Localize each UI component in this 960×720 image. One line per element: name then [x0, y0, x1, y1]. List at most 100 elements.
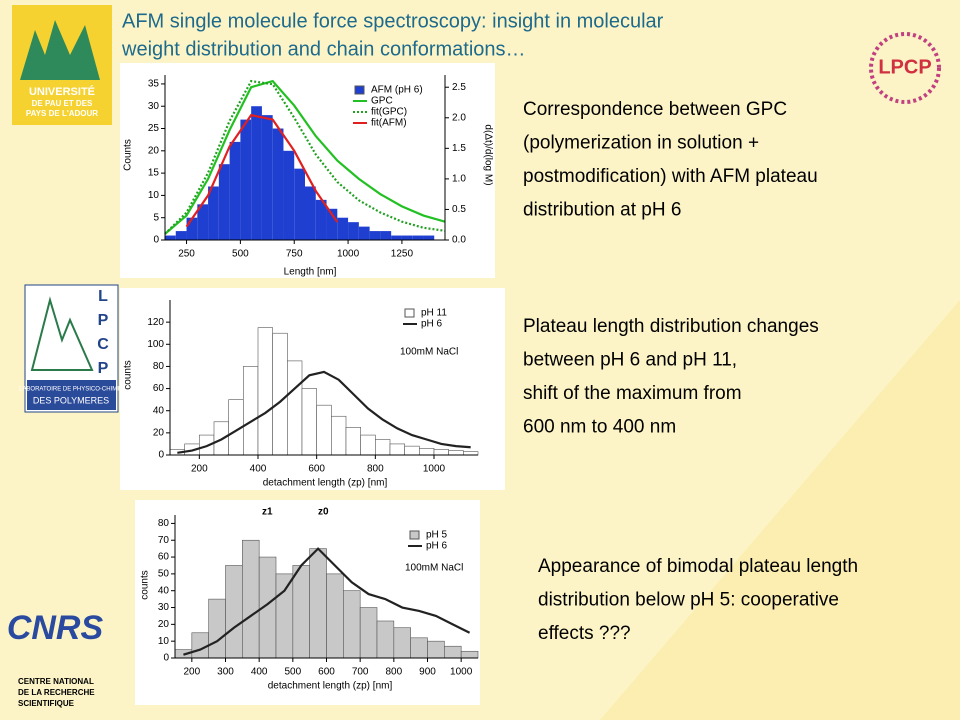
y-tick-label: 10 — [158, 636, 170, 647]
histogram-bar — [225, 565, 243, 659]
x-tick-label: 1000 — [423, 464, 446, 475]
histogram-bar — [410, 637, 428, 659]
y2-tick-label: 0.0 — [452, 235, 466, 246]
histogram-bar — [380, 231, 392, 240]
y2-tick-label: 1.5 — [452, 143, 466, 154]
histogram-bar — [301, 388, 317, 456]
x-tick-label: 1000 — [337, 249, 360, 260]
histogram-bar — [433, 449, 449, 456]
series-line — [183, 547, 471, 656]
y-tick-label: 60 — [158, 552, 170, 563]
histogram-bar — [305, 186, 316, 240]
histogram-bar — [229, 141, 241, 240]
x-tick-label: 200 — [191, 464, 208, 475]
x-axis-label: detachment length (zp) [nm] — [268, 681, 393, 692]
y-tick-label: 20 — [158, 619, 170, 630]
histogram-bar — [369, 231, 381, 240]
lpcp-logo: LPCP — [869, 32, 941, 104]
paragraph-line: Correspondence between GPC — [523, 99, 787, 120]
x-tick-label: 300 — [217, 667, 234, 678]
x-axis-label: Length [nm] — [284, 267, 337, 278]
bg-stripes — [600, 300, 960, 720]
y-tick-label: 80 — [158, 518, 170, 529]
x-tick-label: 900 — [419, 667, 436, 678]
y2-tick-label: 1.0 — [452, 174, 466, 185]
annotation: 100mM NaCl — [405, 563, 463, 574]
legend-label: GPC — [371, 96, 393, 107]
y-tick-label: 60 — [153, 383, 165, 394]
x-tick-label: 800 — [385, 667, 402, 678]
histogram-bar — [360, 434, 376, 456]
y-tick-label: 35 — [148, 79, 160, 90]
histogram-bar — [427, 640, 445, 659]
y-tick-label: 0 — [158, 450, 164, 461]
logo-text: DES POLYMERES — [33, 395, 109, 405]
logo-text: PAYS DE L'ADOUR — [26, 109, 98, 118]
logo-text: DE LA RECHERCHE — [18, 688, 95, 697]
paragraph-line: between pH 6 and pH 11, — [523, 350, 737, 371]
histogram-bar — [343, 590, 361, 659]
paragraph-line: effects ??? — [538, 623, 631, 644]
histogram-bar — [294, 168, 305, 240]
logo-text: UNIVERSITÉ — [29, 85, 95, 98]
y-tick-label: 15 — [148, 168, 160, 179]
histogram-bar — [309, 548, 327, 659]
histogram-bar — [389, 443, 405, 456]
histogram-bar — [272, 332, 288, 456]
x-tick-label: 700 — [352, 667, 369, 678]
y-tick-label: 0 — [163, 653, 169, 664]
y-tick-label: 100 — [147, 339, 164, 350]
histogram-bar — [197, 204, 209, 240]
y-axis-label: counts — [123, 360, 134, 389]
y-tick-label: 20 — [153, 427, 165, 438]
histogram-bar — [257, 327, 273, 456]
histogram-bar — [391, 235, 402, 240]
histogram-bar — [186, 217, 198, 240]
histogram-bar — [460, 650, 479, 659]
histogram-bar — [261, 115, 273, 240]
series-line — [185, 113, 339, 228]
legend-swatch — [354, 85, 365, 95]
histogram-bar — [208, 598, 226, 659]
paragraph-line: distribution at pH 6 — [523, 200, 681, 221]
y-tick-label: 50 — [158, 569, 170, 580]
legend-label: pH 5 — [426, 530, 448, 541]
annotation: z0 — [318, 507, 329, 518]
histogram-bar — [448, 450, 464, 456]
logo-text: SCIENTIFIQUE — [18, 699, 75, 708]
y-tick-label: 40 — [153, 405, 165, 416]
histogram-bar — [401, 235, 413, 240]
paragraph-line: 600 nm to 400 nm — [523, 417, 676, 438]
logo-text: LABORATOIRE DE PHYSICO-CHIMIE — [19, 387, 123, 393]
logo-text: L — [98, 288, 108, 305]
title: AFM single molecule force spectroscopy: … — [122, 10, 664, 32]
histogram-bar — [326, 208, 338, 240]
histogram-bar — [412, 235, 424, 240]
legend-label: pH 6 — [421, 319, 443, 330]
series-line — [164, 79, 446, 235]
legend-swatch — [404, 308, 415, 318]
y-axis-label: Counts — [123, 139, 134, 171]
paragraph-line: postmodification) with AFM plateau — [523, 166, 818, 187]
histogram-bar — [359, 607, 378, 659]
y-tick-label: 5 — [153, 212, 159, 223]
legend-label: pH 6 — [426, 541, 448, 552]
logo-text: P — [98, 360, 109, 377]
legend-swatch — [409, 530, 420, 540]
histogram-bar — [275, 573, 294, 659]
histogram-bar — [208, 186, 219, 240]
histogram-bar — [283, 150, 295, 240]
histogram-bar — [191, 632, 209, 659]
paragraph-line: (polymerization in solution + — [523, 133, 759, 154]
histogram-bar — [287, 360, 303, 456]
y-tick-label: 10 — [148, 190, 160, 201]
histogram-bar — [348, 222, 359, 240]
x-tick-label: 800 — [367, 464, 384, 475]
histogram-bar — [292, 565, 310, 659]
logo-text: CNRS — [7, 609, 104, 647]
annotation: 100mM NaCl — [400, 347, 458, 358]
x-tick-label: 1250 — [391, 249, 414, 260]
y-tick-label: 80 — [153, 361, 165, 372]
histogram-bar — [242, 539, 260, 659]
logo-text: C — [97, 336, 109, 353]
